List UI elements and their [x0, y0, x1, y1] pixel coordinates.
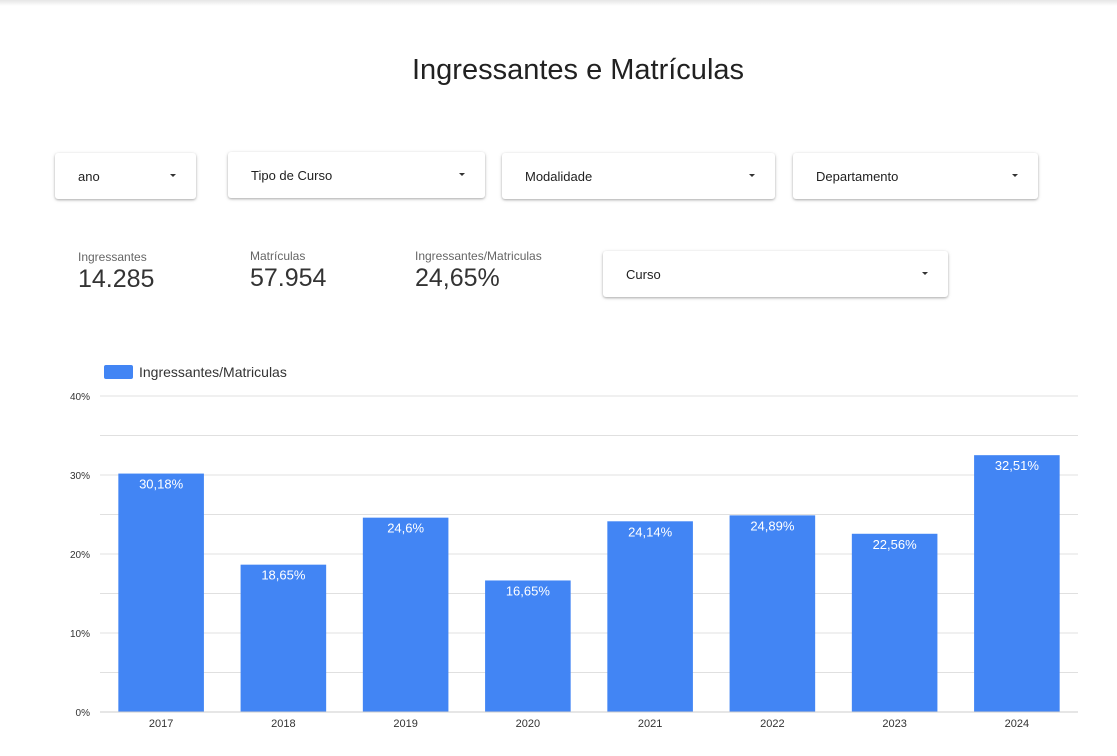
kpi-ingressantes: Ingressantes 14.285	[78, 250, 154, 294]
axes: 0% 10% 20% 30% 40% 2017 2018 2019 2020 2021 2022 20…	[70, 392, 1078, 730]
bar-2021[interactable]	[607, 521, 693, 712]
x-tick-label: 2019	[393, 718, 417, 730]
x-tick-label: 2022	[760, 718, 784, 730]
kpi-razao: Ingressantes/Matriculas 24,65%	[415, 249, 542, 293]
bar-2018[interactable]	[240, 564, 327, 712]
chevron-down-icon	[459, 173, 465, 176]
x-tick-label: 2017	[149, 718, 173, 730]
y-tick-label: 20%	[70, 550, 90, 561]
data-label-2023: 22,56%	[873, 537, 918, 552]
departamento-filter-dropdown[interactable]: Departamento	[793, 153, 1038, 199]
departamento-filter-label: Departamento	[816, 168, 899, 184]
modalidade-filter-label: Modalidade	[525, 168, 593, 184]
chevron-down-icon	[1012, 174, 1018, 177]
data-label-2022: 24,89%	[750, 518, 795, 533]
bars	[118, 455, 1060, 712]
bar-chart: 30,18% 18,65% 24,6% 16,65% 24,14% 24,89% 22,56…	[70, 364, 1078, 730]
data-label-2021: 24,14%	[628, 524, 673, 539]
bar-2023[interactable]	[851, 533, 938, 712]
bar-2024[interactable]	[974, 455, 1060, 712]
tipo-curso-filter-dropdown[interactable]: Tipo de Curso	[228, 152, 485, 198]
legend[interactable]: Ingressantes/Matriculas	[104, 364, 287, 380]
x-tick-label: 2024	[1005, 718, 1029, 730]
x-tick-label: 2018	[271, 718, 295, 730]
data-label-2018: 18,65%	[261, 568, 306, 583]
y-tick-label: 0%	[76, 708, 91, 719]
x-tick-label: 2021	[638, 718, 662, 730]
chevron-down-icon	[749, 174, 755, 177]
x-tick-label: 2023	[882, 718, 906, 730]
kpi-matriculas-label: Matrículas	[250, 249, 306, 263]
chevron-down-icon	[170, 174, 176, 177]
chevron-down-icon	[922, 272, 928, 275]
y-tick-label: 40%	[70, 392, 90, 403]
x-tick-label: 2020	[516, 718, 540, 730]
ano-filter-label: ano	[78, 168, 100, 184]
legend-swatch	[104, 365, 133, 379]
bar-2019[interactable]	[362, 517, 449, 712]
data-label-2024: 32,51%	[995, 458, 1040, 473]
bar-2022[interactable]	[729, 515, 816, 712]
ano-filter-dropdown[interactable]: ano	[55, 153, 196, 199]
data-labels: 30,18% 18,65% 24,6% 16,65% 24,14% 24,89% 22,56…	[139, 458, 1039, 598]
bar-2020[interactable]	[485, 580, 571, 712]
y-tick-label: 10%	[70, 629, 90, 640]
kpi-ingressantes-label: Ingressantes	[78, 250, 147, 264]
kpi-ingressantes-value: 14.285	[78, 265, 155, 293]
top-bar-shadow	[0, 0, 1117, 6]
legend-label: Ingressantes/Matriculas	[139, 364, 287, 380]
y-tick-label: 30%	[70, 471, 90, 482]
kpi-razao-label: Ingressantes/Matriculas	[415, 249, 542, 263]
bar-2017[interactable]	[118, 473, 204, 712]
curso-filter-label: Curso	[626, 266, 661, 282]
kpi-matriculas: Matrículas 57.954	[250, 249, 326, 293]
page-title: Ingressantes e Matrículas	[411, 54, 745, 86]
data-label-2020: 16,65%	[506, 583, 551, 598]
kpi-razao-value: 24,65%	[415, 264, 500, 292]
kpi-matriculas-value: 57.954	[250, 264, 327, 292]
data-label-2017: 30,18%	[139, 477, 184, 492]
tipo-curso-filter-label: Tipo de Curso	[251, 167, 333, 183]
modalidade-filter-dropdown[interactable]: Modalidade	[502, 153, 775, 199]
curso-filter-dropdown[interactable]: Curso	[603, 251, 948, 297]
data-label-2019: 24,6%	[387, 521, 424, 536]
